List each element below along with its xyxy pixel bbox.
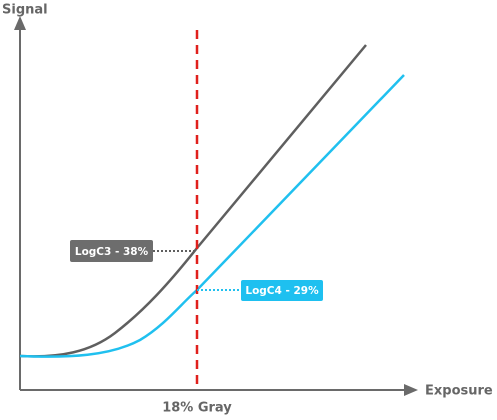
x-axis-label: Exposure [425,384,493,399]
logc4-label-box [241,280,323,301]
logc3-label-box [70,240,153,262]
logc3-curve [19,44,367,358]
x-axis-arrow [404,384,418,396]
logc4-label: LogC4 - 29% [245,285,319,297]
gray-marker-label: 18% Gray [162,401,232,416]
y-axis-label: Signal [2,3,48,18]
logc4-curve [19,74,405,358]
logc3-label: LogC3 - 38% [75,246,149,258]
y-axis-arrow [14,16,26,30]
